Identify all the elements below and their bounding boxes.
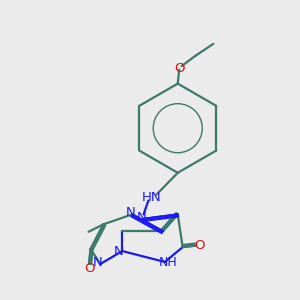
Text: O: O xyxy=(84,262,94,275)
Text: N: N xyxy=(93,256,102,269)
Text: O: O xyxy=(174,62,184,75)
Text: N: N xyxy=(126,206,136,219)
Text: HN: HN xyxy=(142,191,162,204)
Text: NH: NH xyxy=(159,256,178,269)
Text: N: N xyxy=(137,211,147,224)
Text: O: O xyxy=(194,239,205,252)
Text: N: N xyxy=(114,244,124,258)
